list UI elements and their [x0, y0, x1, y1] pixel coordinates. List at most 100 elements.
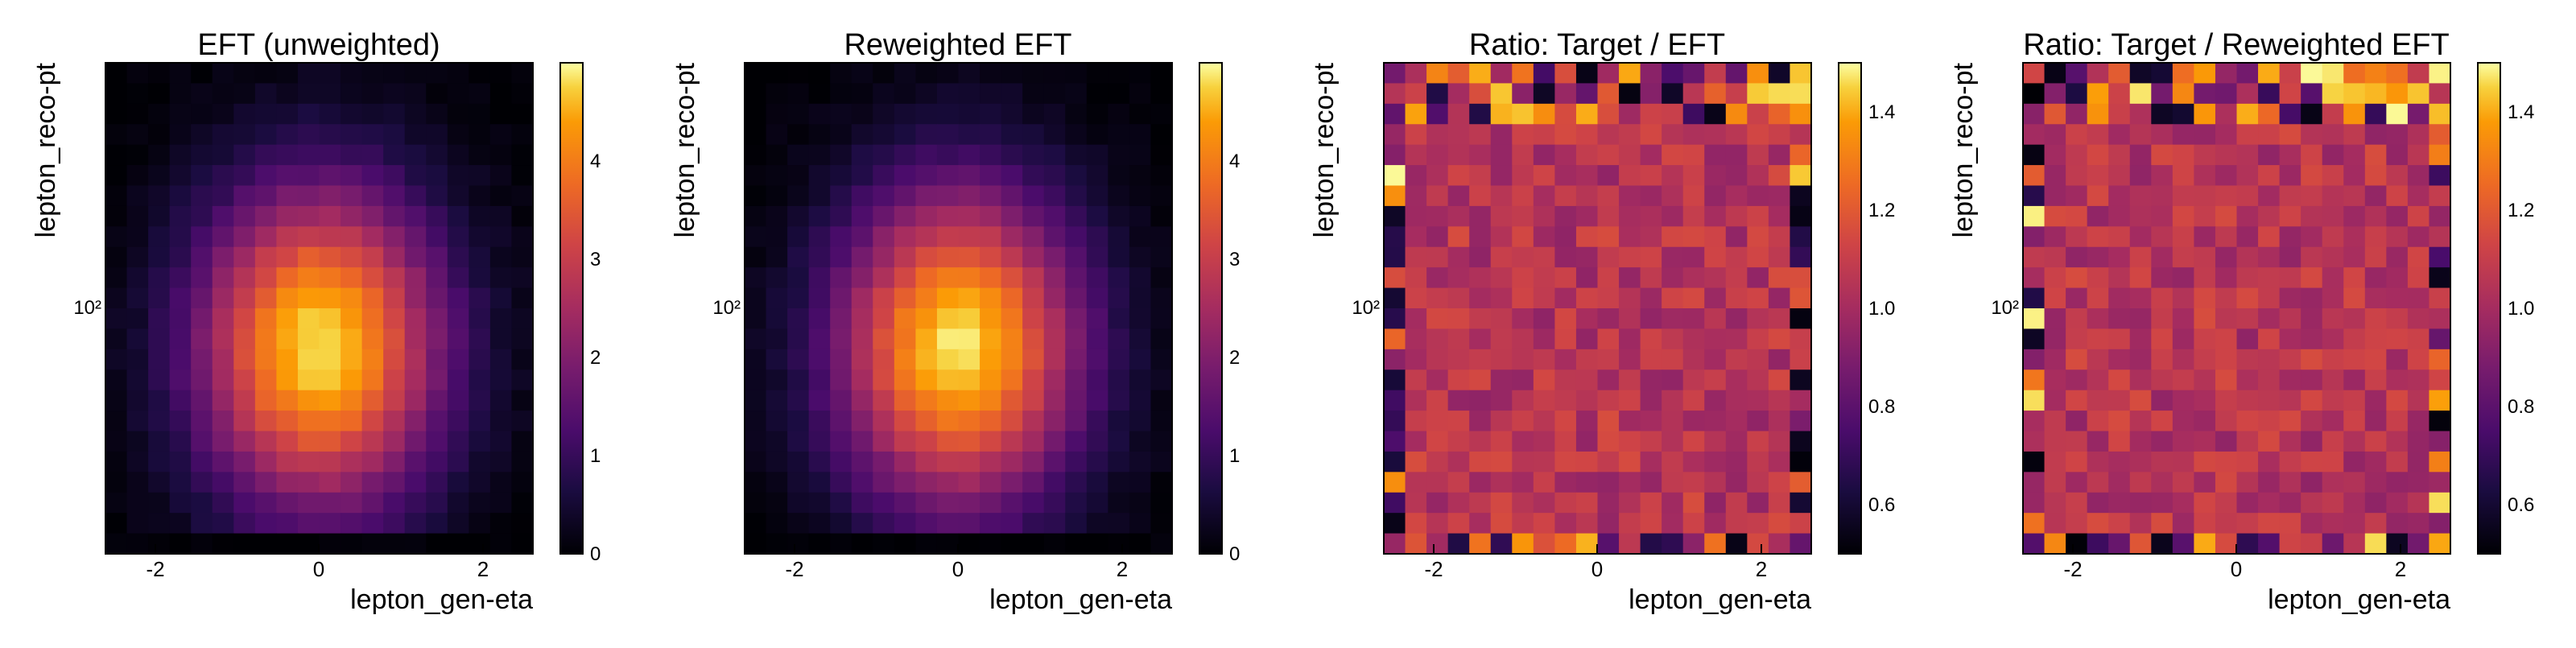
heatmap-cell: [1086, 513, 1108, 534]
heatmap-cell: [2429, 287, 2451, 309]
heatmap-cell: [511, 246, 534, 268]
heatmap-cell: [383, 205, 406, 227]
y-axis-label: lepton_reco-pt: [1309, 62, 1340, 237]
heatmap-cell: [1129, 369, 1152, 391]
heatmap-cell: [169, 308, 192, 330]
heatmap-cell: [1490, 472, 1513, 493]
heatmap-cell: [404, 144, 427, 166]
heatmap-cell: [1597, 226, 1620, 248]
heatmap-cell: [2151, 308, 2174, 330]
heatmap-cell: [1554, 185, 1577, 207]
heatmap-cell: [148, 185, 171, 207]
x-axis-label: lepton_gen-eta: [350, 584, 533, 615]
heatmap-cell: [1704, 390, 1727, 411]
heatmap-cell: [169, 205, 192, 227]
heatmap-cell: [1682, 411, 1705, 432]
heatmap-cell: [851, 369, 873, 391]
heatmap-cell: [254, 124, 277, 146]
heatmap-cell: [851, 165, 873, 187]
heatmap-cell: [1725, 533, 1748, 555]
heatmap-cell: [2429, 492, 2451, 514]
heatmap-cell: [1533, 267, 1555, 289]
heatmap-cell: [1108, 431, 1130, 452]
heatmap-cell: [808, 492, 831, 514]
heatmap-cell: [169, 83, 192, 105]
heatmap-cell: [148, 63, 171, 85]
heatmap-cell: [2151, 411, 2174, 432]
colorbar-tick-label: 1: [590, 445, 601, 467]
heatmap-cell: [1575, 472, 1599, 493]
heatmap-cell: [1043, 349, 1066, 370]
heatmap-cell: [489, 165, 513, 187]
heatmap-cell: [1725, 349, 1748, 370]
heatmap-cell: [169, 124, 192, 146]
heatmap-cell: [830, 144, 852, 166]
heatmap-cell: [1405, 267, 1427, 289]
heatmap-cell: [1554, 83, 1577, 105]
heatmap-cell: [915, 63, 938, 85]
heatmap-cell: [2343, 308, 2366, 330]
heatmap-cell: [1022, 328, 1045, 350]
heatmap-cell: [1512, 431, 1534, 452]
heatmap-cell: [233, 246, 256, 268]
heatmap-cell: [2322, 308, 2344, 330]
heatmap-cell: [745, 472, 767, 493]
heatmap-cell: [341, 124, 363, 146]
heatmap-cell: [361, 83, 384, 105]
heatmap-cell: [383, 513, 406, 534]
heatmap-cell: [2172, 246, 2194, 268]
heatmap-cell: [254, 267, 277, 289]
heatmap-cell: [787, 226, 810, 248]
heatmap-cell: [936, 390, 960, 411]
heatmap-cell: [1129, 287, 1152, 309]
heatmap-cell: [191, 83, 213, 105]
heatmap-cell: [361, 63, 384, 85]
heatmap-cell: [1662, 63, 1684, 85]
heatmap-cell: [1704, 83, 1727, 105]
heatmap-cell: [469, 287, 491, 309]
heatmap-cell: [276, 513, 299, 534]
heatmap-cell: [212, 226, 234, 248]
heatmap-cell: [787, 308, 810, 330]
heatmap-cell: [2129, 103, 2152, 125]
heatmap-cell: [1108, 246, 1130, 268]
heatmap-cell: [1447, 83, 1470, 105]
heatmap-cell: [1065, 287, 1088, 309]
heatmap-cell: [1022, 349, 1045, 370]
heatmap-cell: [873, 308, 895, 330]
heatmap-cell: [830, 533, 852, 555]
heatmap-cell: [2386, 287, 2409, 309]
heatmap-cell: [361, 103, 384, 125]
heatmap-cell: [1001, 246, 1023, 268]
heatmap-cell: [361, 349, 384, 370]
heatmap-cell: [1747, 165, 1769, 187]
heatmap-cell: [1469, 83, 1492, 105]
heatmap-cell: [1086, 451, 1108, 473]
heatmap-cell: [1640, 287, 1662, 309]
heatmap-cell: [980, 431, 1002, 452]
heatmap-cell: [2364, 308, 2387, 330]
heatmap-cell: [2087, 431, 2109, 452]
heatmap-cell: [936, 308, 960, 330]
heatmap-cell: [2108, 390, 2131, 411]
heatmap-cell: [1001, 308, 1023, 330]
heatmap-cell: [1405, 144, 1427, 166]
heatmap-cell: [958, 308, 980, 330]
heatmap-cell: [1447, 431, 1470, 452]
heatmap-cell: [469, 83, 491, 105]
heatmap-cell: [361, 492, 384, 514]
heatmap-cell: [254, 349, 277, 370]
heatmap-cell: [830, 492, 852, 514]
heatmap-cell: [1065, 83, 1088, 105]
heatmap-cell: [276, 205, 299, 227]
heatmap-cell: [2129, 185, 2152, 207]
heatmap-cell: [1790, 431, 1812, 452]
heatmap-cell: [469, 431, 491, 452]
heatmap-cell: [808, 451, 831, 473]
heatmap-cell: [1150, 124, 1173, 146]
heatmap-cell: [383, 267, 406, 289]
heatmap-cell: [1426, 267, 1449, 289]
heatmap-cell: [1597, 63, 1620, 85]
heatmap-cell: [1662, 308, 1684, 330]
heatmap-cell: [404, 308, 427, 330]
